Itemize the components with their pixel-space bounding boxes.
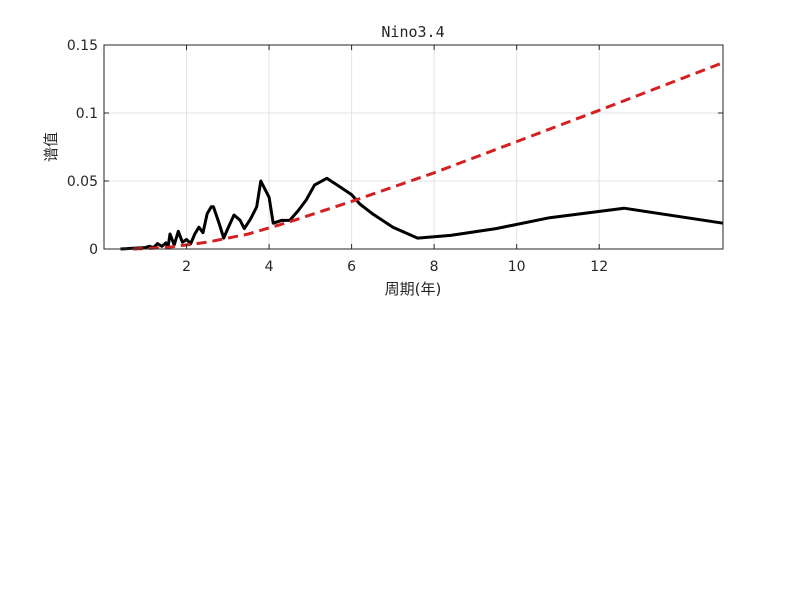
x-tick-label: 2 [182,259,191,275]
y-tick-label: 0 [89,242,98,258]
plot-area-frame [103,44,724,250]
y-tick-label: 0.15 [67,38,98,54]
x-axis-label: 周期(年) [385,280,442,298]
y-tick-label: 0.1 [76,106,98,122]
ticks: 2 4 6 8 10 12 0 0.05 0.1 0.15 [67,38,723,275]
x-tick-label: 8 [430,259,439,275]
y-axis-label: 谱值 [42,132,60,162]
chart-title: Nino3.4 [381,23,444,41]
y-tick-label: 0.05 [67,174,98,190]
x-tick-label: 6 [347,259,356,275]
x-tick-label: 4 [265,259,274,275]
x-tick-label: 10 [508,259,526,275]
x-tick-label: 12 [590,259,608,275]
